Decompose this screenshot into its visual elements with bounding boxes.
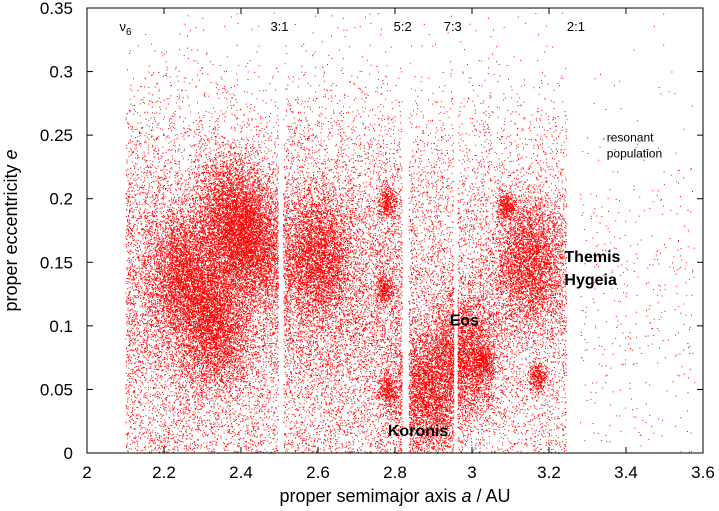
x-tick-label: 3.2 [537, 463, 561, 482]
y-tick-label: 0.25 [40, 126, 73, 145]
resonance-label: 2:1 [567, 19, 585, 34]
y-tick-label: 0 [64, 444, 73, 463]
y-tick-label: 0.3 [49, 63, 73, 82]
x-tick-label: 2.2 [152, 463, 176, 482]
x-tick-label: 2 [82, 463, 91, 482]
family-label: Themis [564, 249, 620, 266]
resonance-label: 3:1 [270, 19, 288, 34]
y-tick-label: 0.2 [49, 190, 73, 209]
y-tick-label: 0.05 [40, 380, 73, 399]
x-tick-label: 2.6 [306, 463, 330, 482]
y-tick-label: 0.35 [40, 0, 73, 18]
asteroid-points [125, 12, 696, 454]
y-tick-label: 0.1 [49, 317, 73, 336]
x-tick-label: 2.4 [229, 463, 253, 482]
family-label: Eos [450, 313, 479, 330]
resonance-labels: ν6 3:1 5:2 7:3 2:1 [119, 19, 585, 38]
resonance-label: 7:3 [444, 19, 462, 34]
x-tick-label: 2.8 [383, 463, 407, 482]
family-label: Hygeia [564, 272, 617, 289]
x-tick-label: 3.6 [691, 463, 715, 482]
x-tick-label: 3 [467, 463, 476, 482]
resonance-label: ν6 [119, 19, 132, 38]
y-tick-label: 0.15 [40, 253, 73, 272]
family-label: Koronis [388, 423, 449, 440]
scatter-points [125, 12, 696, 454]
x-axis-label: proper semimajor axis a / AU [279, 486, 510, 506]
resonant-population-note: resonant population [607, 131, 662, 161]
resonance-label: 5:2 [394, 19, 412, 34]
x-tick-label: 3.4 [614, 463, 638, 482]
family-labels: Themis Hygeia Eos Koronis [388, 249, 621, 440]
y-axis-label: proper eccentricity e [1, 149, 21, 311]
axis-ticks: 2 2.2 2.4 2.6 2.8 3 3.2 3.4 3.6 0 0.05 0.1 0.15 0.2 0.… [40, 0, 715, 482]
